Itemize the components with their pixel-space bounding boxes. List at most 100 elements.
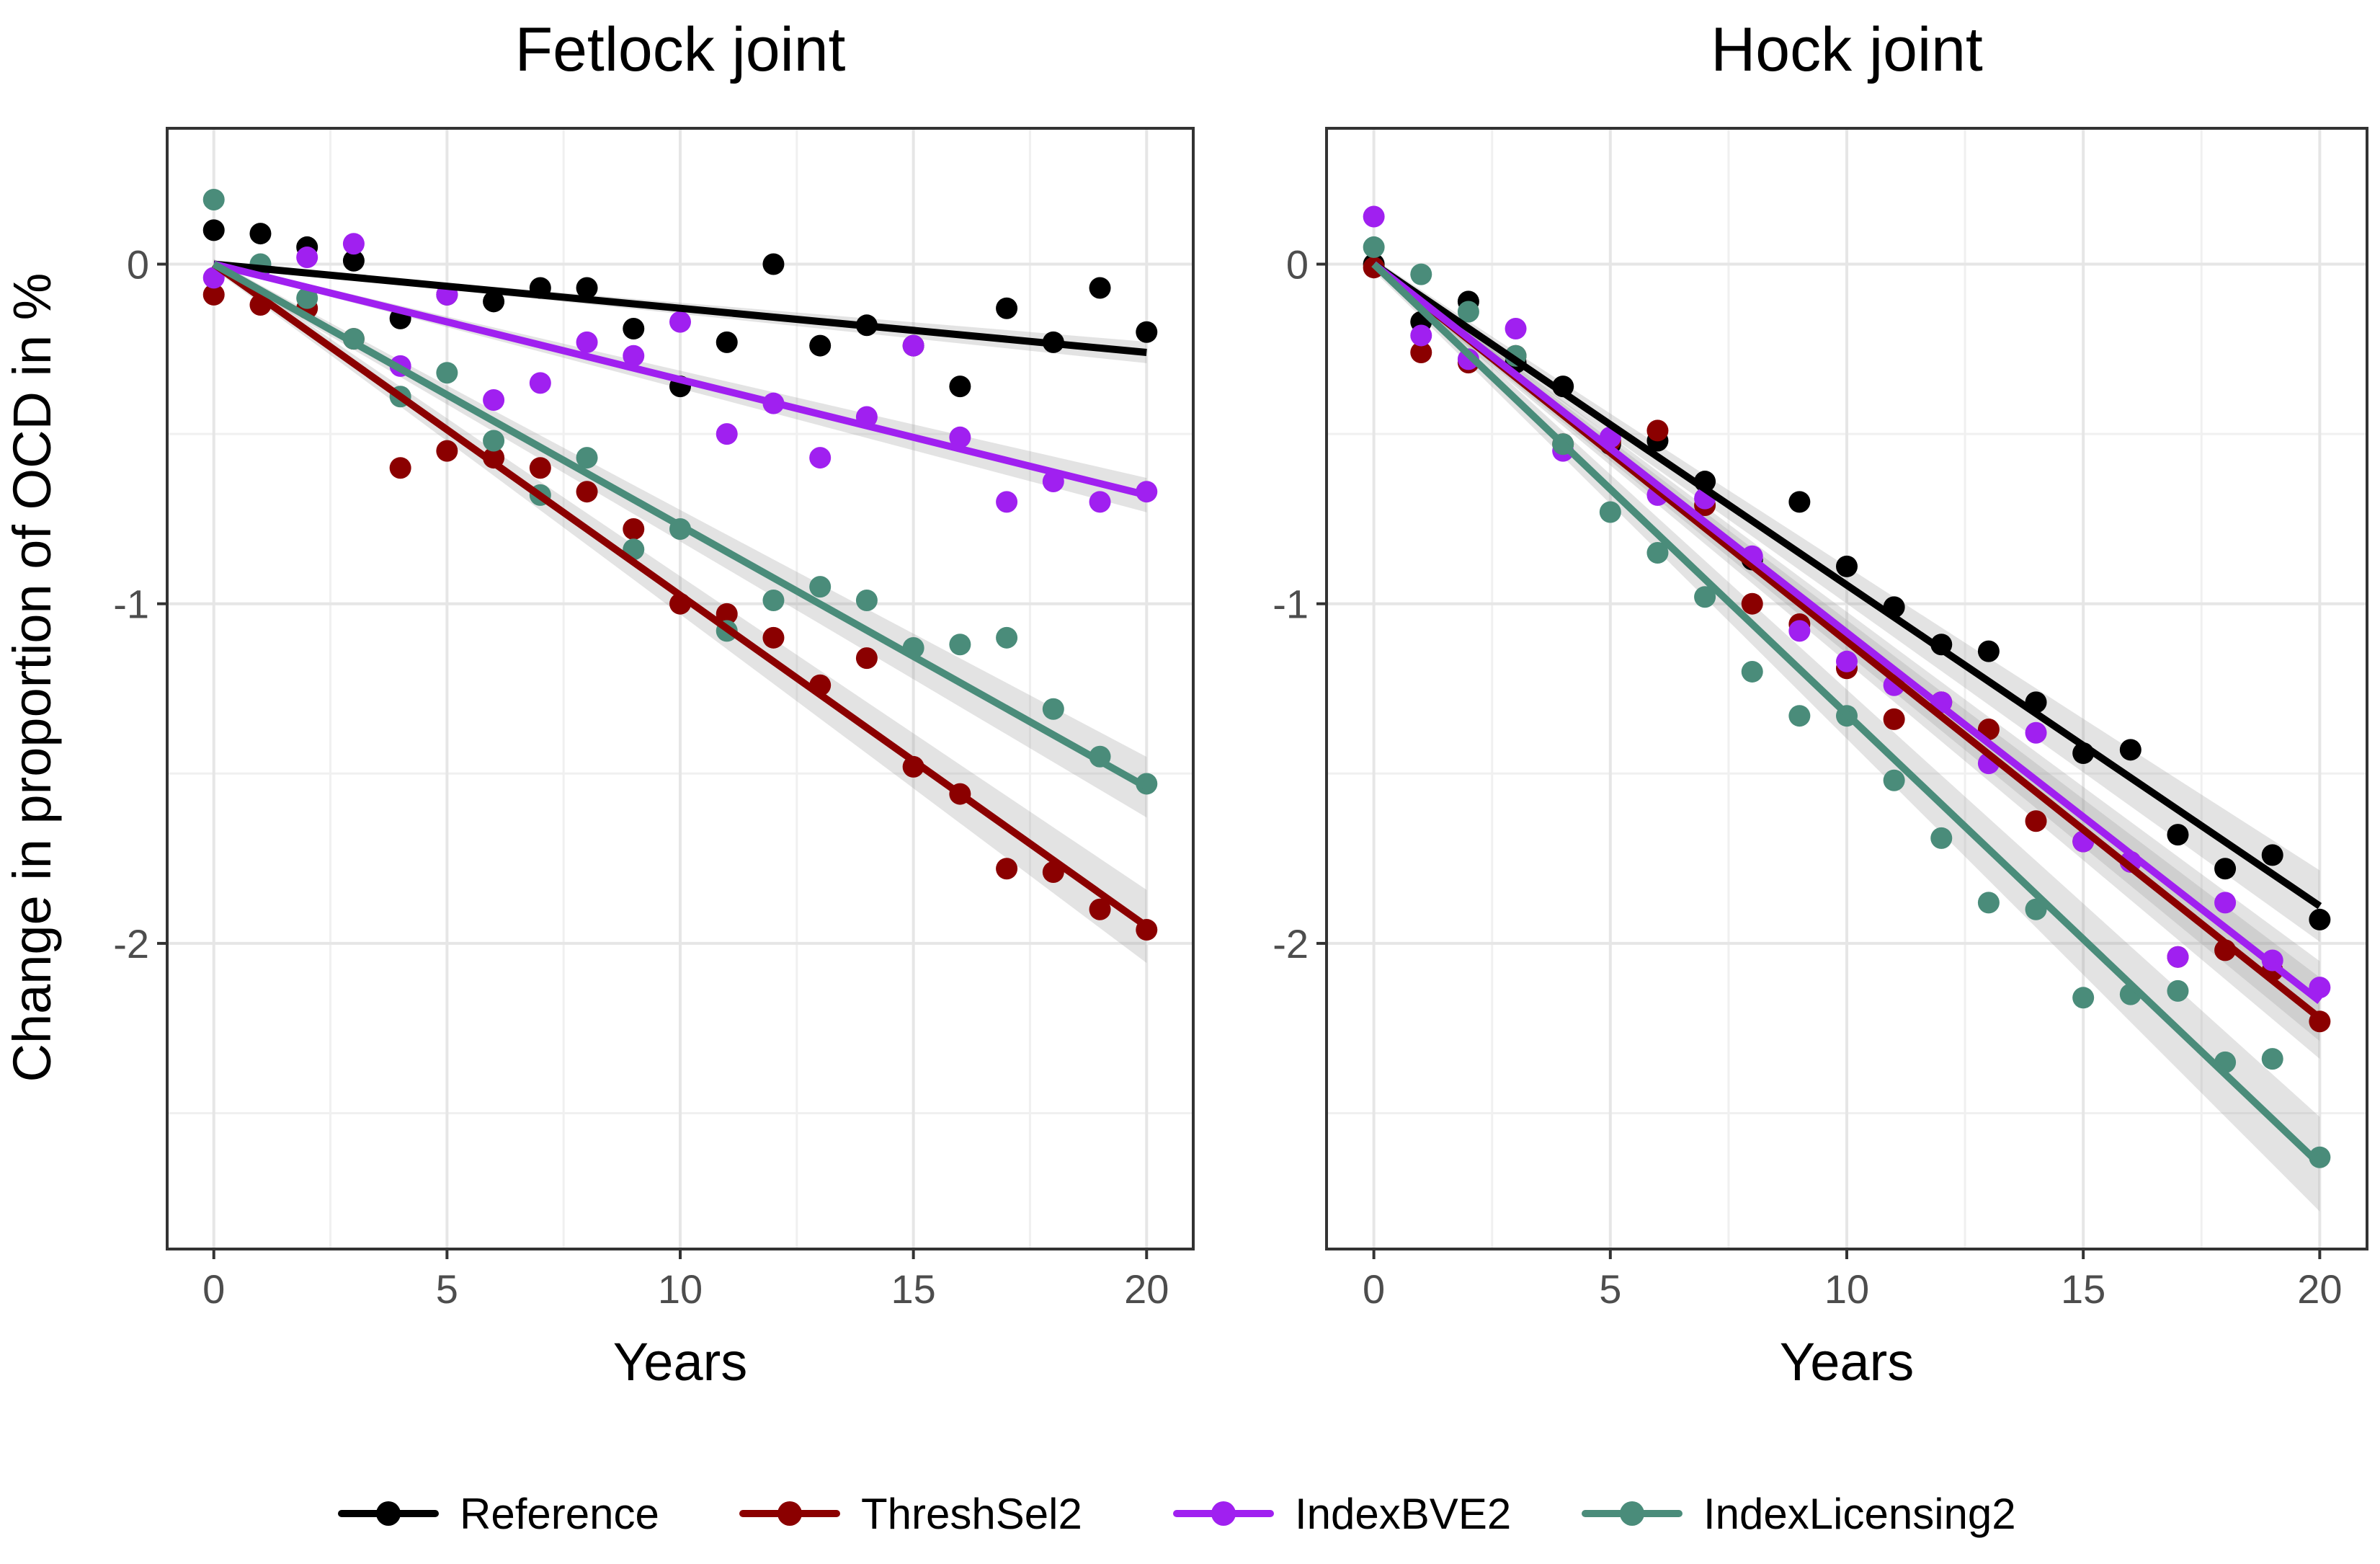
point-indexbve2 [809,447,832,469]
x-axis-title-hock: Years [1780,1332,1915,1392]
point-indexlicensing2 [1977,892,2000,914]
point-indexbve2 [2214,892,2237,914]
point-indexlicensing2 [1883,769,1905,791]
point-indexbve2 [2167,946,2189,968]
trend-line-indexlicensing2 [1371,261,2322,1167]
plot-area-hock: 0 5 10 15 20 0 -1 -2 [1273,127,2368,1312]
point-threshsel2 [1089,898,1111,920]
point-reference [1836,555,1858,577]
legend-dot-reference [376,1501,401,1526]
point-indexbve2 [669,311,691,333]
point-indexbve2 [902,334,924,357]
point-indexbve2 [1505,318,1527,340]
x-tick-label: 0 [202,1266,225,1312]
point-reference [1136,321,1158,343]
trend-line-reference [1371,261,2322,910]
y-tick-label: -1 [113,582,149,627]
y-tick-label: -2 [113,921,149,967]
point-reference [809,334,832,357]
point-indexlicensing2 [436,362,458,384]
point-indexbve2 [296,246,318,269]
point-indexlicensing2 [1042,698,1064,720]
panel-hock: Hock joint 0 5 10 15 20 0 -1 -2 Years [1273,15,2368,1392]
point-reference [342,249,365,272]
point-reference [716,331,738,353]
legend-label-indexlicensing2: IndexLicensing2 [1703,1490,2016,1538]
point-indexbve2 [1089,491,1111,513]
point-indexbve2 [1363,205,1385,228]
point-indexlicensing2 [949,634,971,656]
legend-item-threshsel2: ThreshSel2 [739,1490,1082,1538]
point-threshsel2 [436,440,458,462]
point-threshsel2 [996,858,1018,880]
point-indexbve2 [1410,324,1432,347]
point-reference [202,219,225,241]
point-threshsel2 [576,481,598,503]
point-threshsel2 [623,518,645,541]
point-indexlicensing2 [1457,301,1479,323]
x-tick-label: 15 [891,1266,935,1312]
point-indexlicensing2 [2167,979,2189,1002]
panel-title-hock: Hock joint [1711,15,1983,84]
point-indexlicensing2 [855,589,878,611]
point-reference [2119,739,2141,761]
point-threshsel2 [716,603,738,625]
point-threshsel2 [529,457,551,479]
point-indexbve2 [1836,650,1858,672]
point-indexlicensing2 [202,188,225,210]
point-indexbve2 [949,426,971,448]
point-indexlicensing2 [1646,542,1669,564]
legend-label-indexbve2: IndexBVE2 [1295,1490,1511,1538]
trend-line-indexlicensing2 [212,261,1149,791]
legend-dot-indexbve2 [1211,1501,1236,1526]
point-reference [1089,277,1111,299]
point-indexbve2 [342,233,365,255]
x-tick-label: 15 [2061,1266,2105,1312]
point-threshsel2 [762,626,785,649]
point-indexbve2 [716,423,738,445]
legend-item-indexbve2: IndexBVE2 [1173,1490,1511,1538]
point-threshsel2 [1883,708,1905,730]
point-indexlicensing2 [1363,236,1385,258]
point-threshsel2 [2025,810,2047,832]
point-threshsel2 [1646,419,1669,442]
x-tick-label: 5 [1599,1266,1621,1312]
x-tick-label: 20 [1124,1266,1169,1312]
confidence-band-indexlicensing2 [1373,257,2320,1212]
panel-title-fetlock: Fetlock joint [515,15,846,84]
point-indexlicensing2 [1694,586,1716,608]
y-tick-label: 0 [1286,241,1309,287]
point-indexbve2 [576,331,598,353]
y-axis-title: Change in proportion of OCD in % [2,273,62,1083]
trend-line-indexbve2 [213,260,1148,499]
point-indexlicensing2 [762,589,785,611]
point-reference [2167,824,2189,846]
legend-label-threshsel2: ThreshSel2 [861,1490,1082,1538]
point-indexlicensing2 [1410,263,1432,285]
point-indexlicensing2 [1599,501,1621,523]
point-reference [2261,844,2283,866]
x-tick-label: 0 [1363,1266,1385,1312]
point-reference [576,277,598,299]
point-reference [762,253,785,275]
point-indexlicensing2 [809,576,832,598]
point-indexbve2 [529,372,551,394]
point-indexlicensing2 [996,626,1018,649]
point-indexbve2 [996,491,1018,513]
point-reference [483,290,505,313]
x-tick-label: 10 [658,1266,703,1312]
y-tick-label: 0 [127,241,149,287]
x-tick-label: 10 [1824,1266,1869,1312]
point-indexlicensing2 [2072,987,2095,1009]
point-indexlicensing2 [2261,1048,2283,1070]
legend-dot-threshsel2 [777,1501,802,1526]
trend-line-threshsel2 [211,261,1149,930]
point-indexlicensing2 [1741,660,1763,683]
trend-line-reference [213,260,1147,356]
point-reference [996,297,1018,319]
point-indexbve2 [483,388,505,411]
point-threshsel2 [855,647,878,670]
legend-label-reference: Reference [460,1490,659,1538]
point-reference [2214,858,2237,880]
